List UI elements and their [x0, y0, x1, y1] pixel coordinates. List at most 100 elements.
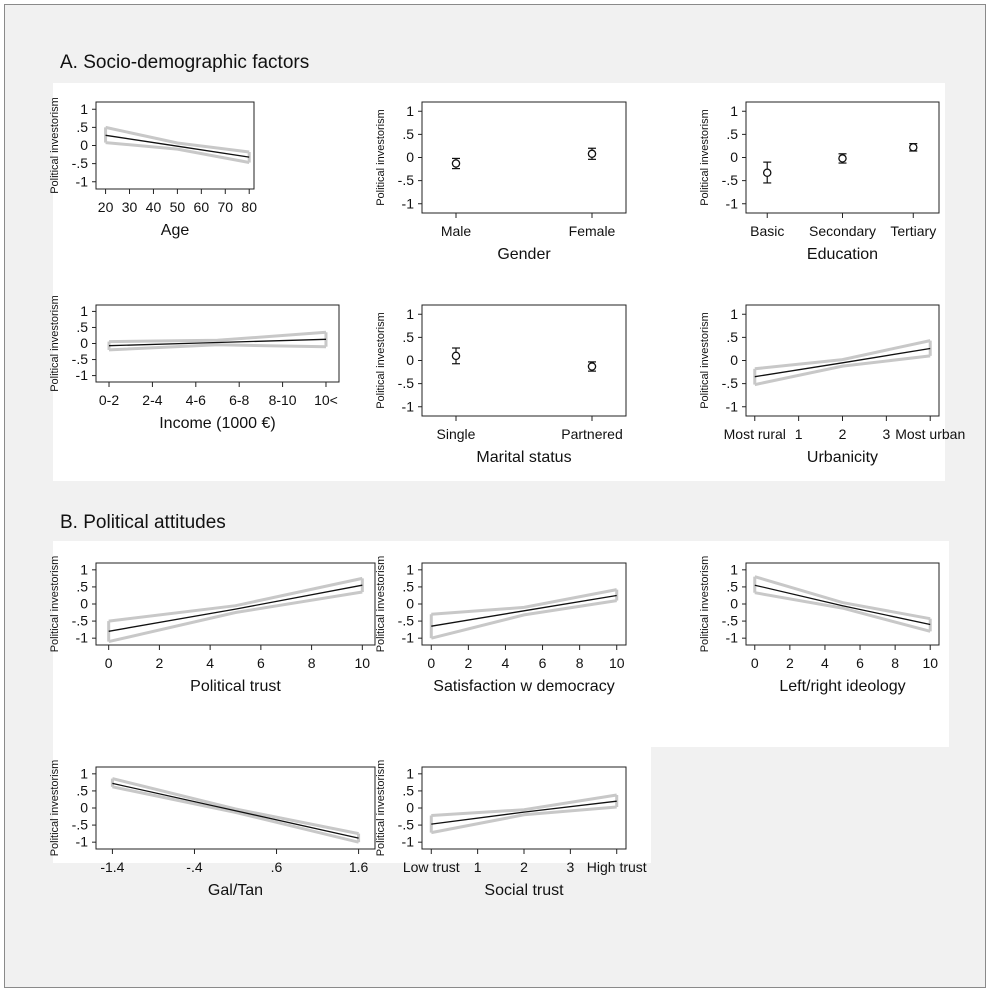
x-tick-label: 0	[427, 655, 435, 671]
y-tick-label: 0	[80, 800, 88, 816]
ci-lower-line	[754, 591, 931, 633]
section-a-title: A. Socio-demographic factors	[60, 52, 310, 73]
estimate-line	[431, 594, 617, 627]
y-tick-label: .5	[402, 782, 414, 798]
ci-lower-line	[754, 354, 931, 387]
ci-lower-line	[430, 599, 617, 640]
y-axis-label: Political investorism	[699, 312, 711, 409]
point-estimate	[451, 351, 461, 361]
y-tick-label: -.5	[722, 613, 739, 629]
x-axis-label: Education	[807, 246, 878, 263]
y-tick-label: -.5	[72, 351, 89, 367]
ci-upper-line	[431, 588, 617, 616]
chart-age: 1 .5 0 -.5 -1 Political investorism 20 30 40 50 60…	[49, 97, 257, 239]
x-tick-label: Female	[569, 223, 616, 239]
x-tick-label: Secondary	[809, 223, 876, 239]
x-axis-label: Satisfaction w democracy	[433, 678, 614, 695]
ci-lower-line	[105, 141, 250, 164]
ci-lower-line	[112, 785, 359, 844]
x-tick-label: 4	[206, 655, 214, 671]
x-tick-label: 0	[751, 655, 759, 671]
y-tick-label: -1	[402, 834, 415, 850]
plot-area	[421, 101, 627, 214]
y-tick-label: 0	[730, 352, 738, 368]
y-tick-label: .5	[726, 126, 738, 142]
y-tick-label: 1	[730, 306, 738, 322]
estimate-line	[108, 338, 327, 347]
y-tick-label: -.5	[398, 613, 415, 629]
estimate-line	[105, 134, 250, 158]
y-tick-label: -.5	[398, 817, 415, 833]
x-tick-label: 2	[520, 859, 528, 875]
y-tick-label: -.5	[72, 817, 89, 833]
ci-lower-line	[108, 590, 363, 644]
x-tick-label: 4	[502, 655, 510, 671]
x-axis-label: Social trust	[484, 882, 564, 899]
x-tick-label: 8	[576, 655, 584, 671]
x-tick-label: 3	[882, 426, 890, 442]
x-tick-label: 20	[98, 199, 114, 215]
y-tick-label: -1	[76, 367, 89, 383]
y-tick-label: 0	[730, 149, 738, 165]
ci-upper-line	[754, 575, 931, 621]
y-tick-label: 0	[406, 596, 414, 612]
y-axis-label: Political investorism	[49, 760, 61, 857]
x-tick-label: 70	[217, 199, 233, 215]
x-tick-label: 6	[856, 655, 864, 671]
estimate-line	[754, 584, 931, 626]
x-axis-label: Left/right ideology	[779, 678, 905, 695]
y-tick-label: 1	[406, 765, 414, 781]
chart-urbanicity: 1 .5 0 -.5 -1 Political investorism Most rural…	[699, 304, 965, 466]
x-tick-label: Male	[441, 223, 472, 239]
x-tick-label: 10	[922, 655, 938, 671]
x-tick-label: High trust	[587, 859, 647, 875]
ci-upper-line	[108, 576, 363, 623]
x-tick-label: 2-4	[142, 392, 162, 408]
x-tick-label: Basic	[750, 223, 784, 239]
point-estimate	[587, 149, 597, 159]
chart-education: 1 .5 0 -.5 -1 Political investorism Basic Secon…	[699, 101, 940, 263]
x-tick-label: 1	[474, 859, 482, 875]
x-axis-label: Political trust	[190, 678, 281, 695]
y-tick-label: .5	[726, 329, 738, 345]
y-axis-label: Political investorism	[49, 556, 61, 653]
y-tick-label: .5	[76, 578, 88, 594]
x-axis-label: Income (1000 €)	[159, 415, 276, 432]
plot-area	[421, 304, 627, 417]
x-tick-label: 6	[539, 655, 547, 671]
x-tick-label: 10	[355, 655, 371, 671]
y-tick-label: 0	[406, 800, 414, 816]
y-tick-label: 1	[406, 306, 414, 322]
x-tick-label: 2	[786, 655, 794, 671]
y-tick-label: .5	[402, 329, 414, 345]
x-tick-label: 30	[122, 199, 138, 215]
x-tick-label: 2	[464, 655, 472, 671]
y-tick-label: 1	[730, 103, 738, 119]
point-estimate	[762, 168, 772, 178]
y-axis-label: Political investorism	[699, 556, 711, 653]
y-tick-label: -1	[76, 173, 89, 189]
x-tick-label: Most urban	[895, 426, 965, 442]
estimate-line	[112, 782, 359, 839]
x-tick-label: 1.6	[349, 859, 369, 875]
y-tick-label: .5	[76, 119, 88, 135]
x-axis-label: Gender	[497, 246, 551, 263]
y-tick-label: -1	[726, 195, 739, 211]
y-tick-label: 0	[406, 149, 414, 165]
y-tick-label: 0	[80, 596, 88, 612]
x-tick-label: 4	[821, 655, 829, 671]
y-axis-label: Political investorism	[49, 97, 61, 194]
x-tick-label: Single	[437, 426, 476, 442]
x-tick-label: 8	[308, 655, 316, 671]
y-tick-label: 0	[80, 335, 88, 351]
x-tick-label: -.4	[186, 859, 203, 875]
y-tick-label: -.5	[72, 613, 89, 629]
y-tick-label: -.5	[398, 172, 415, 188]
x-tick-label: 8-10	[269, 392, 297, 408]
x-tick-label: 10	[609, 655, 625, 671]
